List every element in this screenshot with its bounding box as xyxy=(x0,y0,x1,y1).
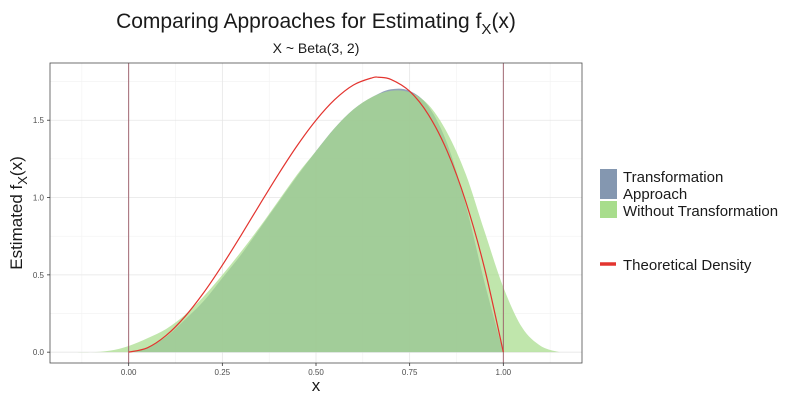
y-axis-title: Estimated fX(x) xyxy=(7,156,30,270)
line-theoretical-density xyxy=(128,76,504,353)
x-tick-label: 0.25 xyxy=(215,368,231,377)
x-axis-title: x xyxy=(312,376,321,395)
legend-label-transformation: Transformation xyxy=(623,169,723,186)
chart-title: Comparing Approaches for Estimating fX(x… xyxy=(116,10,516,38)
theoretical-density-layer xyxy=(128,76,504,353)
legend: Transformation Approach Without Transfor… xyxy=(600,169,778,274)
area-without-transformation xyxy=(72,90,560,353)
y-tick-label: 0.0 xyxy=(33,348,45,357)
x-tick-label: 0.00 xyxy=(121,368,137,377)
x-tick-label: 0.50 xyxy=(308,368,324,377)
legend-label-without-transformation: Without Transformation xyxy=(623,203,778,220)
y-tick-label: 0.5 xyxy=(33,271,45,280)
y-axis-ticks: 0.0 0.5 1.0 1.5 xyxy=(33,116,50,357)
x-tick-label: 0.75 xyxy=(402,368,418,377)
y-tick-label: 1.0 xyxy=(33,194,45,203)
legend-label-approach: Approach xyxy=(623,186,687,203)
chart-subtitle: X ~ Beta(3, 2) xyxy=(273,40,360,56)
x-axis-ticks: 0.00 0.25 0.50 0.75 1.00 xyxy=(121,363,512,377)
x-tick-label: 1.00 xyxy=(496,368,512,377)
reference-lines xyxy=(128,63,504,363)
legend-label-theoretical-density: Theoretical Density xyxy=(623,257,752,274)
legend-key-transformation xyxy=(600,169,617,199)
legend-key-without-transformation xyxy=(600,201,617,218)
density-areas xyxy=(72,88,560,353)
y-tick-label: 1.5 xyxy=(33,116,45,125)
